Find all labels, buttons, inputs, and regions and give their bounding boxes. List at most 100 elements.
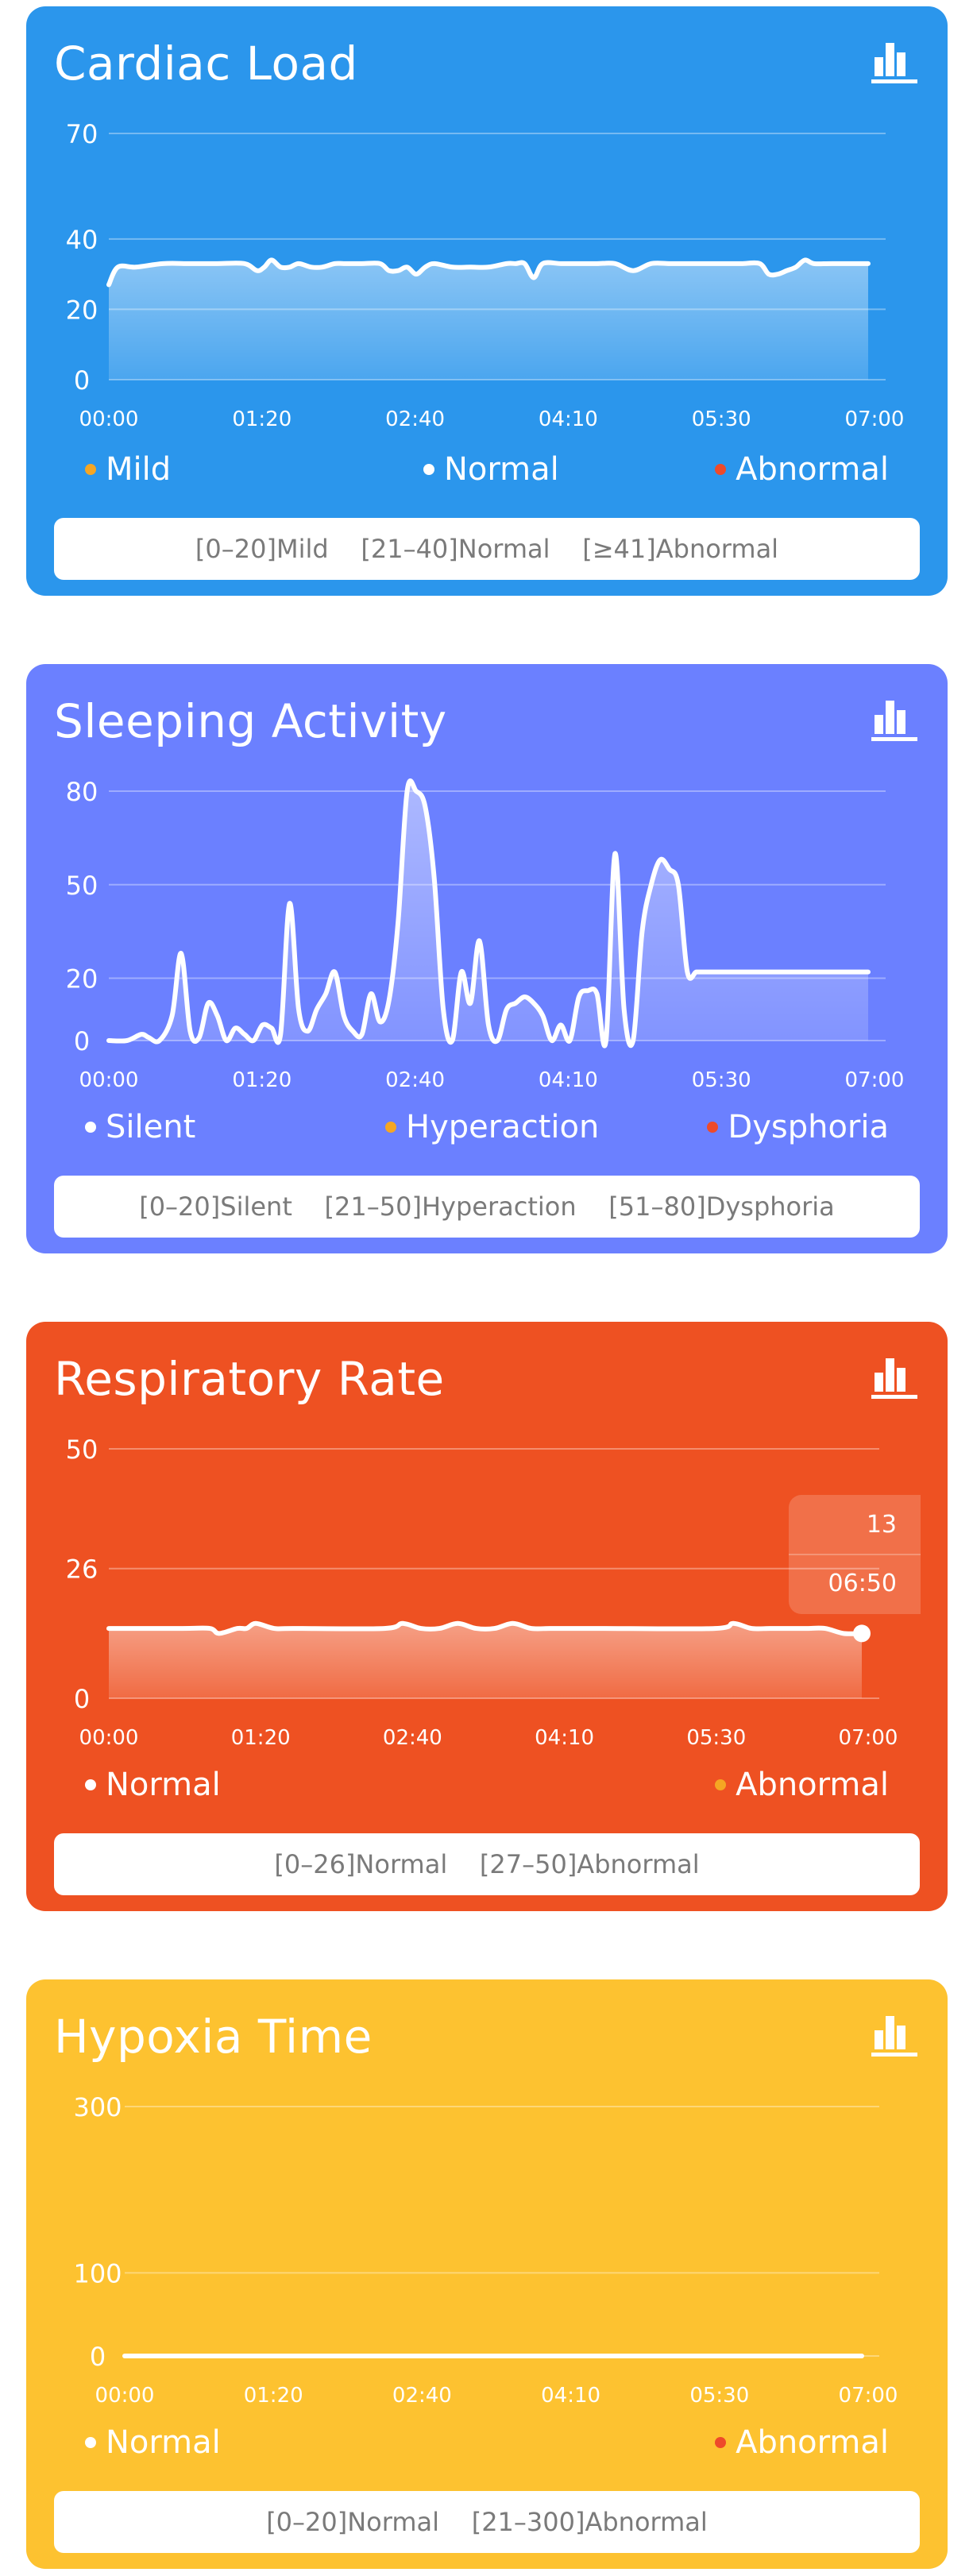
series-line: [106, 1620, 864, 1636]
y-tick-label: 100: [73, 2258, 122, 2288]
x-tick-label: 07:00: [845, 1068, 905, 1092]
x-tick-label: 04:10: [539, 407, 598, 431]
x-tick-label: 05:30: [692, 407, 751, 431]
y-tick-label: 50: [66, 871, 98, 901]
x-tick-label: 01:20: [231, 1726, 291, 1750]
tooltip-time: 06:50: [828, 1570, 897, 1597]
legend: Normal Abnormal: [26, 2424, 948, 2472]
y-tick-label: 40: [66, 225, 98, 255]
legend: Silent Hyperaction Dysphoria: [26, 1109, 948, 1157]
x-tick-label: 00:00: [79, 407, 139, 431]
tooltip-divider: [789, 1554, 921, 1555]
tooltip-value: 13: [866, 1511, 897, 1539]
legend-label: Abnormal: [736, 2424, 889, 2461]
legend: Mild Normal Abnormal: [26, 451, 948, 499]
legend-label: Abnormal: [736, 1767, 889, 1803]
y-tick-label: 70: [66, 119, 98, 149]
legend-item-hyperaction: Hyperaction: [385, 1109, 599, 1145]
x-tick-label: 07:00: [845, 407, 905, 431]
legend-label: Silent: [106, 1109, 196, 1145]
legend-item-abnormal: Abnormal: [715, 2424, 889, 2461]
x-tick-label: 01:20: [244, 2384, 303, 2408]
legend-item-normal: Normal: [85, 1767, 221, 1803]
legend-label: Hyperaction: [406, 1109, 600, 1145]
legend-label: Dysphoria: [728, 1109, 889, 1145]
y-tick-label: 0: [90, 2342, 106, 2372]
range-legend: [0–20]Mild [21–40]Normal [≥41]Abnormal: [54, 518, 920, 580]
x-tick-label: 05:30: [686, 1726, 746, 1750]
hypoxia-time-chart: 0 100 300 00:00 01:20 02:40 04:10 05:30 07:00: [73, 2092, 898, 2408]
x-tick-label: 02:40: [383, 1726, 442, 1750]
legend-dot: [423, 464, 434, 475]
x-tick-label: 01:20: [232, 407, 292, 431]
legend-label: Normal: [106, 2424, 221, 2461]
x-tick-label: 01:20: [232, 1068, 292, 1092]
x-tick-label: 04:10: [535, 1726, 594, 1750]
legend-item-abnormal: Abnormal: [715, 1767, 889, 1803]
x-tick-label: 05:30: [692, 1068, 751, 1092]
x-tick-label: 07:00: [839, 2384, 898, 2408]
series-area: [109, 781, 868, 1046]
x-tick-label: 04:10: [541, 2384, 600, 2408]
legend-dot: [385, 1122, 396, 1133]
x-tick-label: 02:40: [392, 2384, 452, 2408]
legend-dot: [715, 464, 727, 475]
hypoxia-time-card: Hypoxia Time 0 100 300 00:00 01:20 02:40 04:10…: [26, 1979, 948, 2569]
respiratory-rate-chart: 0 26 50 00:00 01:20 02:40 04:10 05:30 07:00: [66, 1435, 898, 1750]
bar-chart-icon[interactable]: [868, 35, 921, 87]
cardiac-load-chart: 0 20 40 70 00:00 01:20 02:40 04:10 05:30 07:00: [66, 119, 905, 431]
x-tick-label: 05:30: [689, 2384, 749, 2408]
data-tooltip: 13 06:50: [789, 1495, 921, 1614]
card-title: Cardiac Load: [54, 37, 358, 91]
bar-chart-icon[interactable]: [868, 2008, 921, 2060]
legend-dot: [715, 1779, 727, 1790]
legend-dot: [85, 1122, 96, 1133]
card-title: Sleeping Activity: [54, 694, 447, 748]
legend-item-silent: Silent: [85, 1109, 195, 1145]
series-line: [106, 778, 871, 1049]
legend: Normal Abnormal: [26, 1767, 948, 1814]
y-tick-label: 0: [74, 1684, 90, 1714]
legend-label: Mild: [106, 451, 172, 488]
x-tick-label: 04:10: [539, 1068, 598, 1092]
legend-label: Normal: [444, 451, 559, 488]
x-tick-label: 00:00: [95, 2384, 155, 2408]
series-line: [106, 257, 871, 288]
respiratory-rate-card: Respiratory Rate 0 26 50 00:00 01:20 02:40 04:…: [26, 1322, 948, 1911]
y-tick-label: 20: [66, 295, 98, 325]
range-legend: [0–20]Silent [21–50]Hyperaction [51–80]D…: [54, 1176, 920, 1238]
legend-item-normal: Normal: [423, 451, 559, 488]
bar-chart-icon[interactable]: [868, 1350, 921, 1403]
y-tick-label: 26: [66, 1554, 98, 1585]
legend-dot: [85, 464, 96, 475]
sleeping-activity-chart: 0 20 50 80 00:00 01:20 02:40 04:10 05:30 07:00: [66, 777, 905, 1092]
x-tick-label: 02:40: [385, 407, 445, 431]
bar-chart-icon[interactable]: [868, 693, 921, 745]
card-title: Hypoxia Time: [54, 2010, 373, 2064]
sleeping-activity-card: Sleeping Activity 0 20 50 80 00:00 01:20 02:40…: [26, 664, 948, 1253]
y-tick-label: 0: [74, 365, 90, 396]
legend-dot: [85, 1779, 96, 1790]
legend-item-abnormal: Abnormal: [715, 451, 889, 488]
legend-item-normal: Normal: [85, 2424, 221, 2461]
x-tick-label: 02:40: [385, 1068, 445, 1092]
legend-item-dysphoria: Dysphoria: [707, 1109, 889, 1145]
y-tick-label: 20: [66, 964, 98, 994]
series-end-point: [853, 1624, 871, 1643]
cardiac-load-card: Cardiac Load 0 20 40 70 00:00 01:20 02:40 04:10…: [26, 6, 948, 596]
legend-dot: [85, 2437, 96, 2448]
y-tick-label: 0: [74, 1026, 90, 1056]
x-tick-label: 00:00: [79, 1726, 139, 1750]
y-tick-label: 50: [66, 1435, 98, 1465]
series-area: [109, 1623, 862, 1698]
series-area: [109, 260, 868, 380]
range-legend: [0–26]Normal [27–50]Abnormal: [54, 1833, 920, 1895]
y-tick-label: 300: [73, 2092, 122, 2122]
legend-dot: [707, 1122, 719, 1133]
card-title: Respiratory Rate: [54, 1352, 445, 1406]
y-tick-label: 80: [66, 777, 98, 807]
legend-label: Normal: [106, 1767, 221, 1803]
x-tick-label: 00:00: [79, 1068, 139, 1092]
range-legend: [0–20]Normal [21–300]Abnormal: [54, 2491, 920, 2553]
legend-dot: [715, 2437, 727, 2448]
